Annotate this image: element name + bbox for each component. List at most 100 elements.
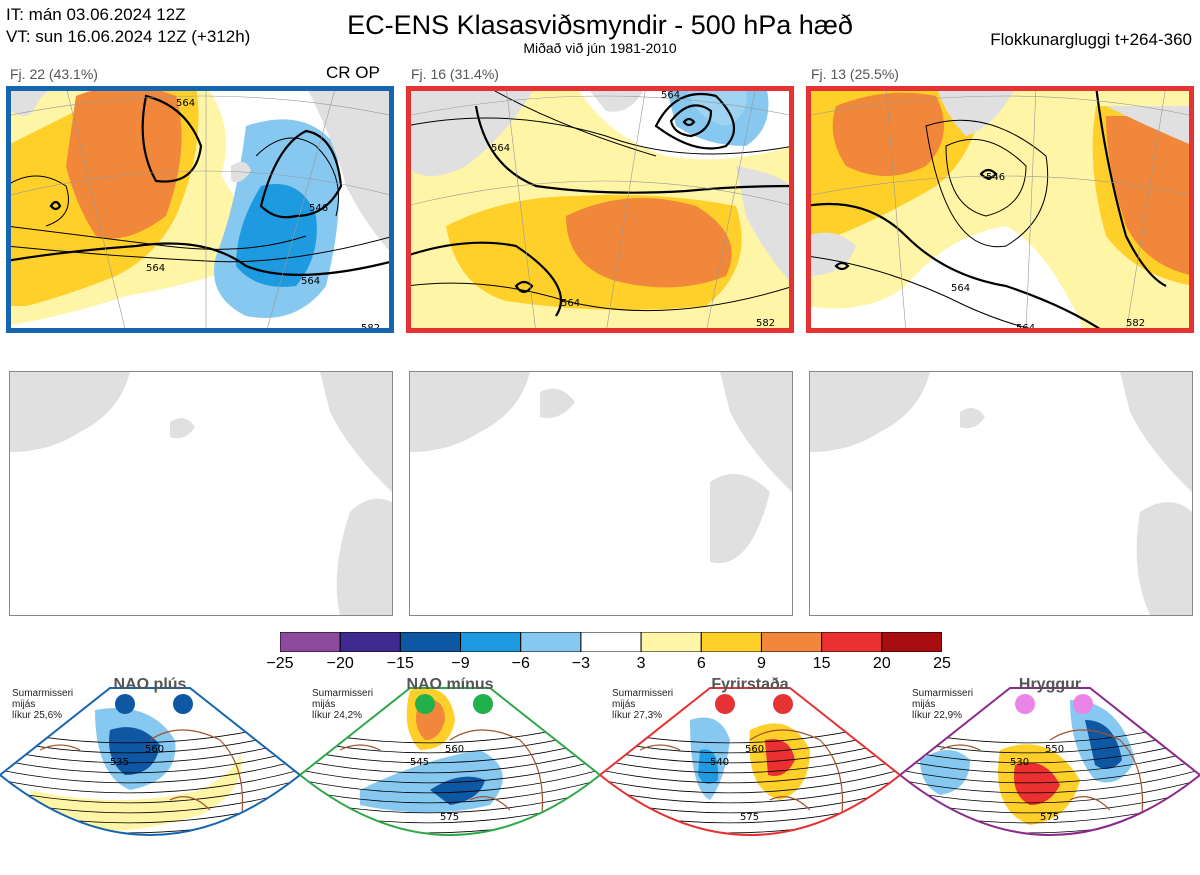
- base-map-2: [409, 371, 793, 616]
- regime-contour-label: 575: [740, 812, 759, 823]
- classification-window: Flokkunargluggi t+264-360: [990, 30, 1192, 49]
- cluster-2-contour-label: 582: [756, 318, 775, 329]
- regime-marker-icon: [773, 694, 793, 714]
- regime-contour-label: 575: [1040, 812, 1059, 823]
- regime-note-line: líkur 25,6%: [12, 710, 63, 721]
- regime-contour-label: 560: [745, 744, 764, 755]
- regime-anomaly-area: [920, 750, 970, 795]
- regime-contour-label: 530: [1010, 757, 1029, 768]
- colorbar-swatch: [881, 631, 943, 653]
- regime-note-line: mijás: [12, 699, 36, 710]
- regime-title: Hryggur: [1018, 676, 1082, 693]
- cluster-1-crop-label: CR OP: [326, 63, 380, 82]
- regime-probability-note: Sumarmisseri mijás líkur 27,3%: [612, 688, 673, 721]
- page-title: EC-ENS Klasasviðsmyndir - 500 hPa hæð: [347, 10, 853, 40]
- cluster-3-label: Fj. 13 (25.5%): [811, 66, 899, 82]
- regime-title: Fyrirstaða: [711, 676, 789, 693]
- cluster-1-label: Fj. 22 (43.1%): [10, 66, 98, 82]
- regime-anomaly-area: [765, 739, 795, 776]
- colorbar-swatch: [640, 631, 702, 653]
- page-subtitle: Miðað við jún 1981-2010: [523, 40, 677, 56]
- regime-note-line: mijás: [912, 699, 936, 710]
- base-map-1: [9, 371, 393, 616]
- cluster-1-contour-label: 564: [146, 263, 165, 274]
- regime-marker-icon: [415, 694, 435, 714]
- cluster-3-border: [806, 86, 1194, 333]
- colorbar-tick-label: −25: [266, 655, 294, 672]
- regime-note-line: líkur 27,3%: [612, 710, 663, 721]
- regime-contour-label: 560: [145, 744, 164, 755]
- regime-note-line: Sumarmisseri: [312, 688, 374, 699]
- base-map-3: [809, 371, 1193, 616]
- colorbar-tick-label: −3: [571, 655, 591, 672]
- cluster-1-contour-label: 564: [176, 98, 195, 109]
- regime-marker-icon: [715, 694, 735, 714]
- regime-probability-note: Sumarmisseri mijás líkur 24,2%: [312, 688, 373, 721]
- regime-marker-icon: [1015, 694, 1035, 714]
- cluster-1-contour-label: 546: [309, 203, 328, 214]
- colorbar-tick-label: 20: [872, 655, 891, 672]
- regime-note-line: mijás: [312, 699, 336, 710]
- regime-panel: 530 550 575: [898, 680, 1200, 870]
- regime-title: NAO plús: [113, 676, 187, 693]
- colorbar: [279, 631, 943, 653]
- colorbar-swatch: [760, 631, 823, 653]
- cluster-1-border: [6, 86, 394, 333]
- regime-contour-label: 560: [445, 744, 464, 755]
- regime-marker-icon: [473, 694, 493, 714]
- colorbar-swatch: [460, 631, 522, 653]
- colorbar-swatch: [339, 631, 401, 653]
- regime-contour-label: 545: [410, 757, 429, 768]
- colorbar-swatch: [700, 631, 762, 653]
- cluster-2-contour-label: 564: [661, 90, 680, 101]
- regime-panel: 535 560: [0, 680, 302, 870]
- colorbar-tick-label: −20: [326, 655, 354, 672]
- cluster-3-map: 546 564 564 582: [806, 86, 1194, 333]
- regime-contour-label: 550: [1045, 744, 1064, 755]
- regime-contour-label: 575: [440, 812, 459, 823]
- regime-note-line: mijás: [612, 699, 636, 710]
- colorbar-tick-label: −15: [386, 655, 414, 672]
- cluster-3-contour-label: 582: [1126, 318, 1145, 329]
- regime-marker-icon: [115, 694, 135, 714]
- cluster-1-map: 564 564 546 564 582: [6, 86, 394, 333]
- cluster-2-map: 564 564 564 582: [406, 86, 794, 333]
- colorbar-swatch: [580, 631, 642, 653]
- init-time: IT: mán 03.06.2024 12Z: [6, 5, 186, 24]
- regime-note-line: Sumarmisseri: [612, 688, 674, 699]
- regime-fan-map: 530 550 575: [898, 687, 1200, 836]
- regime-anomaly-area: [430, 776, 485, 805]
- regime-note-line: Sumarmisseri: [12, 688, 74, 699]
- regime-fan-map: 545 560 575: [298, 687, 602, 836]
- colorbar-tick-label: 25: [933, 655, 951, 672]
- cluster-3-contour-label: 546: [986, 172, 1005, 183]
- cluster-3-contour-label: 564: [951, 283, 970, 294]
- regime-contour-label: 535: [110, 757, 129, 768]
- regime-anomaly-area: [698, 749, 719, 784]
- regime-marker-icon: [1073, 694, 1093, 714]
- colorbar-swatch: [279, 631, 341, 653]
- regime-title: NAO mínus: [406, 676, 494, 693]
- cluster-2-contour-label: 564: [491, 143, 510, 154]
- regime-panel: 545 560 575: [298, 680, 602, 870]
- regime-note-line: líkur 24,2%: [312, 710, 363, 721]
- colorbar-tick-label: −9: [451, 655, 470, 672]
- init-time-info: IT: mán 03.06.2024 12Z VT: sun 16.06.202…: [6, 4, 250, 48]
- valid-time: VT: sun 16.06.2024 12Z (+312h): [6, 27, 251, 46]
- regime-probability-note: Sumarmisseri mijás líkur 22,9%: [912, 688, 973, 721]
- regime-fan-map: 535 560: [0, 687, 302, 836]
- colorbar-swatch: [399, 631, 462, 653]
- cluster-2-label: Fj. 16 (31.4%): [411, 66, 499, 82]
- colorbar-tick-label: 9: [757, 655, 766, 672]
- cluster-1-contour-label: 564: [301, 276, 320, 287]
- colorbar-swatch: [821, 631, 883, 653]
- colorbar-tick-label: 3: [636, 655, 646, 672]
- regime-anomaly-area: [1085, 720, 1122, 769]
- cluster-2-contour-label: 564: [561, 298, 580, 309]
- regime-probability-note: Sumarmisseri mijás líkur 25,6%: [12, 688, 73, 721]
- cluster-2-border: [406, 86, 794, 333]
- regime-note-line: Sumarmisseri: [912, 688, 974, 699]
- colorbar-swatch: [520, 631, 582, 653]
- regime-note-line: líkur 22,9%: [912, 710, 963, 721]
- regime-marker-icon: [173, 694, 193, 714]
